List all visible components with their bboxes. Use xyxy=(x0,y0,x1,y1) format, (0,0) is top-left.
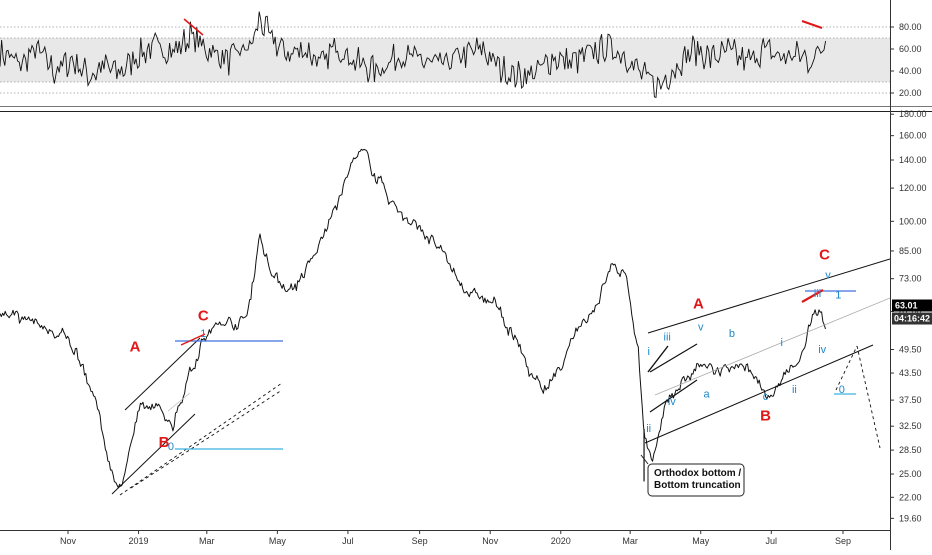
wave-label-red: A xyxy=(130,338,141,355)
note-box[interactable] xyxy=(647,463,745,497)
wave-c-highlight-2019[interactable] xyxy=(180,333,206,346)
oscillator-divergence-line xyxy=(183,18,204,36)
last-price-badge[interactable] xyxy=(892,299,932,312)
wave-label-blue: v xyxy=(698,321,704,333)
time-tick-label: 2019 xyxy=(129,536,149,546)
time-tick-label: Jul xyxy=(766,536,778,546)
price-tick-label: 85.00 xyxy=(899,246,922,256)
wave-label-blue: iii xyxy=(664,332,671,344)
trend-line-2019-mid[interactable] xyxy=(167,392,191,412)
price-tick-label: 28.50 xyxy=(899,445,922,455)
trend-line-2019-upper[interactable] xyxy=(124,337,201,411)
price-tick-label: 100.00 xyxy=(899,216,927,226)
wave-c-highlight-2020[interactable] xyxy=(801,289,824,303)
time-tick-label: Nov xyxy=(60,536,77,546)
fib-label: 1 xyxy=(200,328,206,340)
countdown-badge xyxy=(892,312,932,325)
wave-label-blue: ii xyxy=(792,384,797,396)
wave-label-blue: i xyxy=(647,346,649,358)
fib-label: 1 xyxy=(835,289,841,301)
wave-label-red: B xyxy=(760,408,771,425)
price-tick-label: 73.00 xyxy=(899,274,922,284)
time-tick-label: Sep xyxy=(412,536,428,546)
wave-label-blue: iii xyxy=(814,288,821,300)
oscillator-tick-label: 80.00 xyxy=(899,22,922,32)
note-text: Bottom truncation xyxy=(654,480,741,491)
wave-label-blue: i xyxy=(780,337,782,349)
oscillator-series xyxy=(0,11,827,98)
wave-label-blue: a xyxy=(703,389,710,401)
price-tick-label: 32.50 xyxy=(899,421,922,431)
projection-path[interactable] xyxy=(835,345,858,391)
price-tick-label: 22.00 xyxy=(899,492,922,502)
wave-label-red: C xyxy=(198,308,209,325)
price-panel xyxy=(0,148,826,489)
price-tick-label: 180.00 xyxy=(899,109,927,119)
wave-label-blue: b xyxy=(729,328,735,340)
fib-label: 0 xyxy=(168,441,174,453)
time-tick-label: Mar xyxy=(199,536,215,546)
channel-2020-upper[interactable] xyxy=(647,258,891,334)
time-tick-label: 2020 xyxy=(551,536,571,546)
price-tick-label: 49.50 xyxy=(899,344,922,354)
time-tick-label: May xyxy=(692,536,710,546)
price-tick-label: 120.00 xyxy=(899,183,927,193)
price-tick-label: 160.00 xyxy=(899,131,927,141)
oscillator-tick-label: 60.00 xyxy=(899,44,922,54)
label-layer: Orthodox bottom /Bottom truncation A B C A B C… xyxy=(130,247,845,491)
wedge-2020-left[interactable] xyxy=(647,345,669,373)
oscillator-tick-label: 40.00 xyxy=(899,66,922,76)
channel-2020-mid[interactable] xyxy=(654,297,891,396)
time-tick-label: May xyxy=(269,536,287,546)
wave-label-blue: c xyxy=(763,391,769,403)
countdown-label: 04:16:42 xyxy=(894,314,930,324)
price-tick-label: 37.50 xyxy=(899,395,922,405)
drawing-layer xyxy=(111,258,891,497)
oscillator-divergence-line xyxy=(801,20,823,29)
wedge-2020-lower[interactable] xyxy=(649,379,698,413)
time-tick-label: Nov xyxy=(482,536,499,546)
price-tick-label: 25.00 xyxy=(899,469,922,479)
wave-label-blue: v xyxy=(825,270,831,282)
wave-label-blue: iv xyxy=(668,396,676,408)
time-tick-label: Jul xyxy=(342,536,354,546)
trend-line-2019-dashed[interactable] xyxy=(130,389,283,489)
channel-2020-lower[interactable] xyxy=(644,344,874,444)
time-tick-label: Sep xyxy=(835,536,851,546)
wave-label-blue: ii xyxy=(646,423,651,435)
oscillator-panel xyxy=(0,11,890,98)
price-tick-label: 43.50 xyxy=(899,368,922,378)
wave-label-red: C xyxy=(819,247,830,264)
note-box-pointer[interactable] xyxy=(640,454,649,465)
price-series xyxy=(0,148,826,489)
trend-line-2019-lower[interactable] xyxy=(111,413,196,495)
wedge-2020-upper[interactable] xyxy=(649,343,698,373)
projection-path[interactable] xyxy=(856,345,881,449)
wave-label-red: B xyxy=(159,434,170,451)
oscillator-tick-label: 20.00 xyxy=(899,88,922,98)
trend-line-2019-dashed[interactable] xyxy=(119,382,283,496)
fib-label: 0 xyxy=(839,384,845,396)
last-price-label: 63.01 xyxy=(895,301,918,311)
wave-label-blue: iv xyxy=(818,344,826,356)
note-text: Orthodox bottom / xyxy=(654,468,741,479)
price-tick-label: 140.00 xyxy=(899,155,927,165)
time-tick-label: Mar xyxy=(622,536,638,546)
wave-label-red: A xyxy=(693,295,704,312)
price-tick-label: 19.60 xyxy=(899,513,922,523)
